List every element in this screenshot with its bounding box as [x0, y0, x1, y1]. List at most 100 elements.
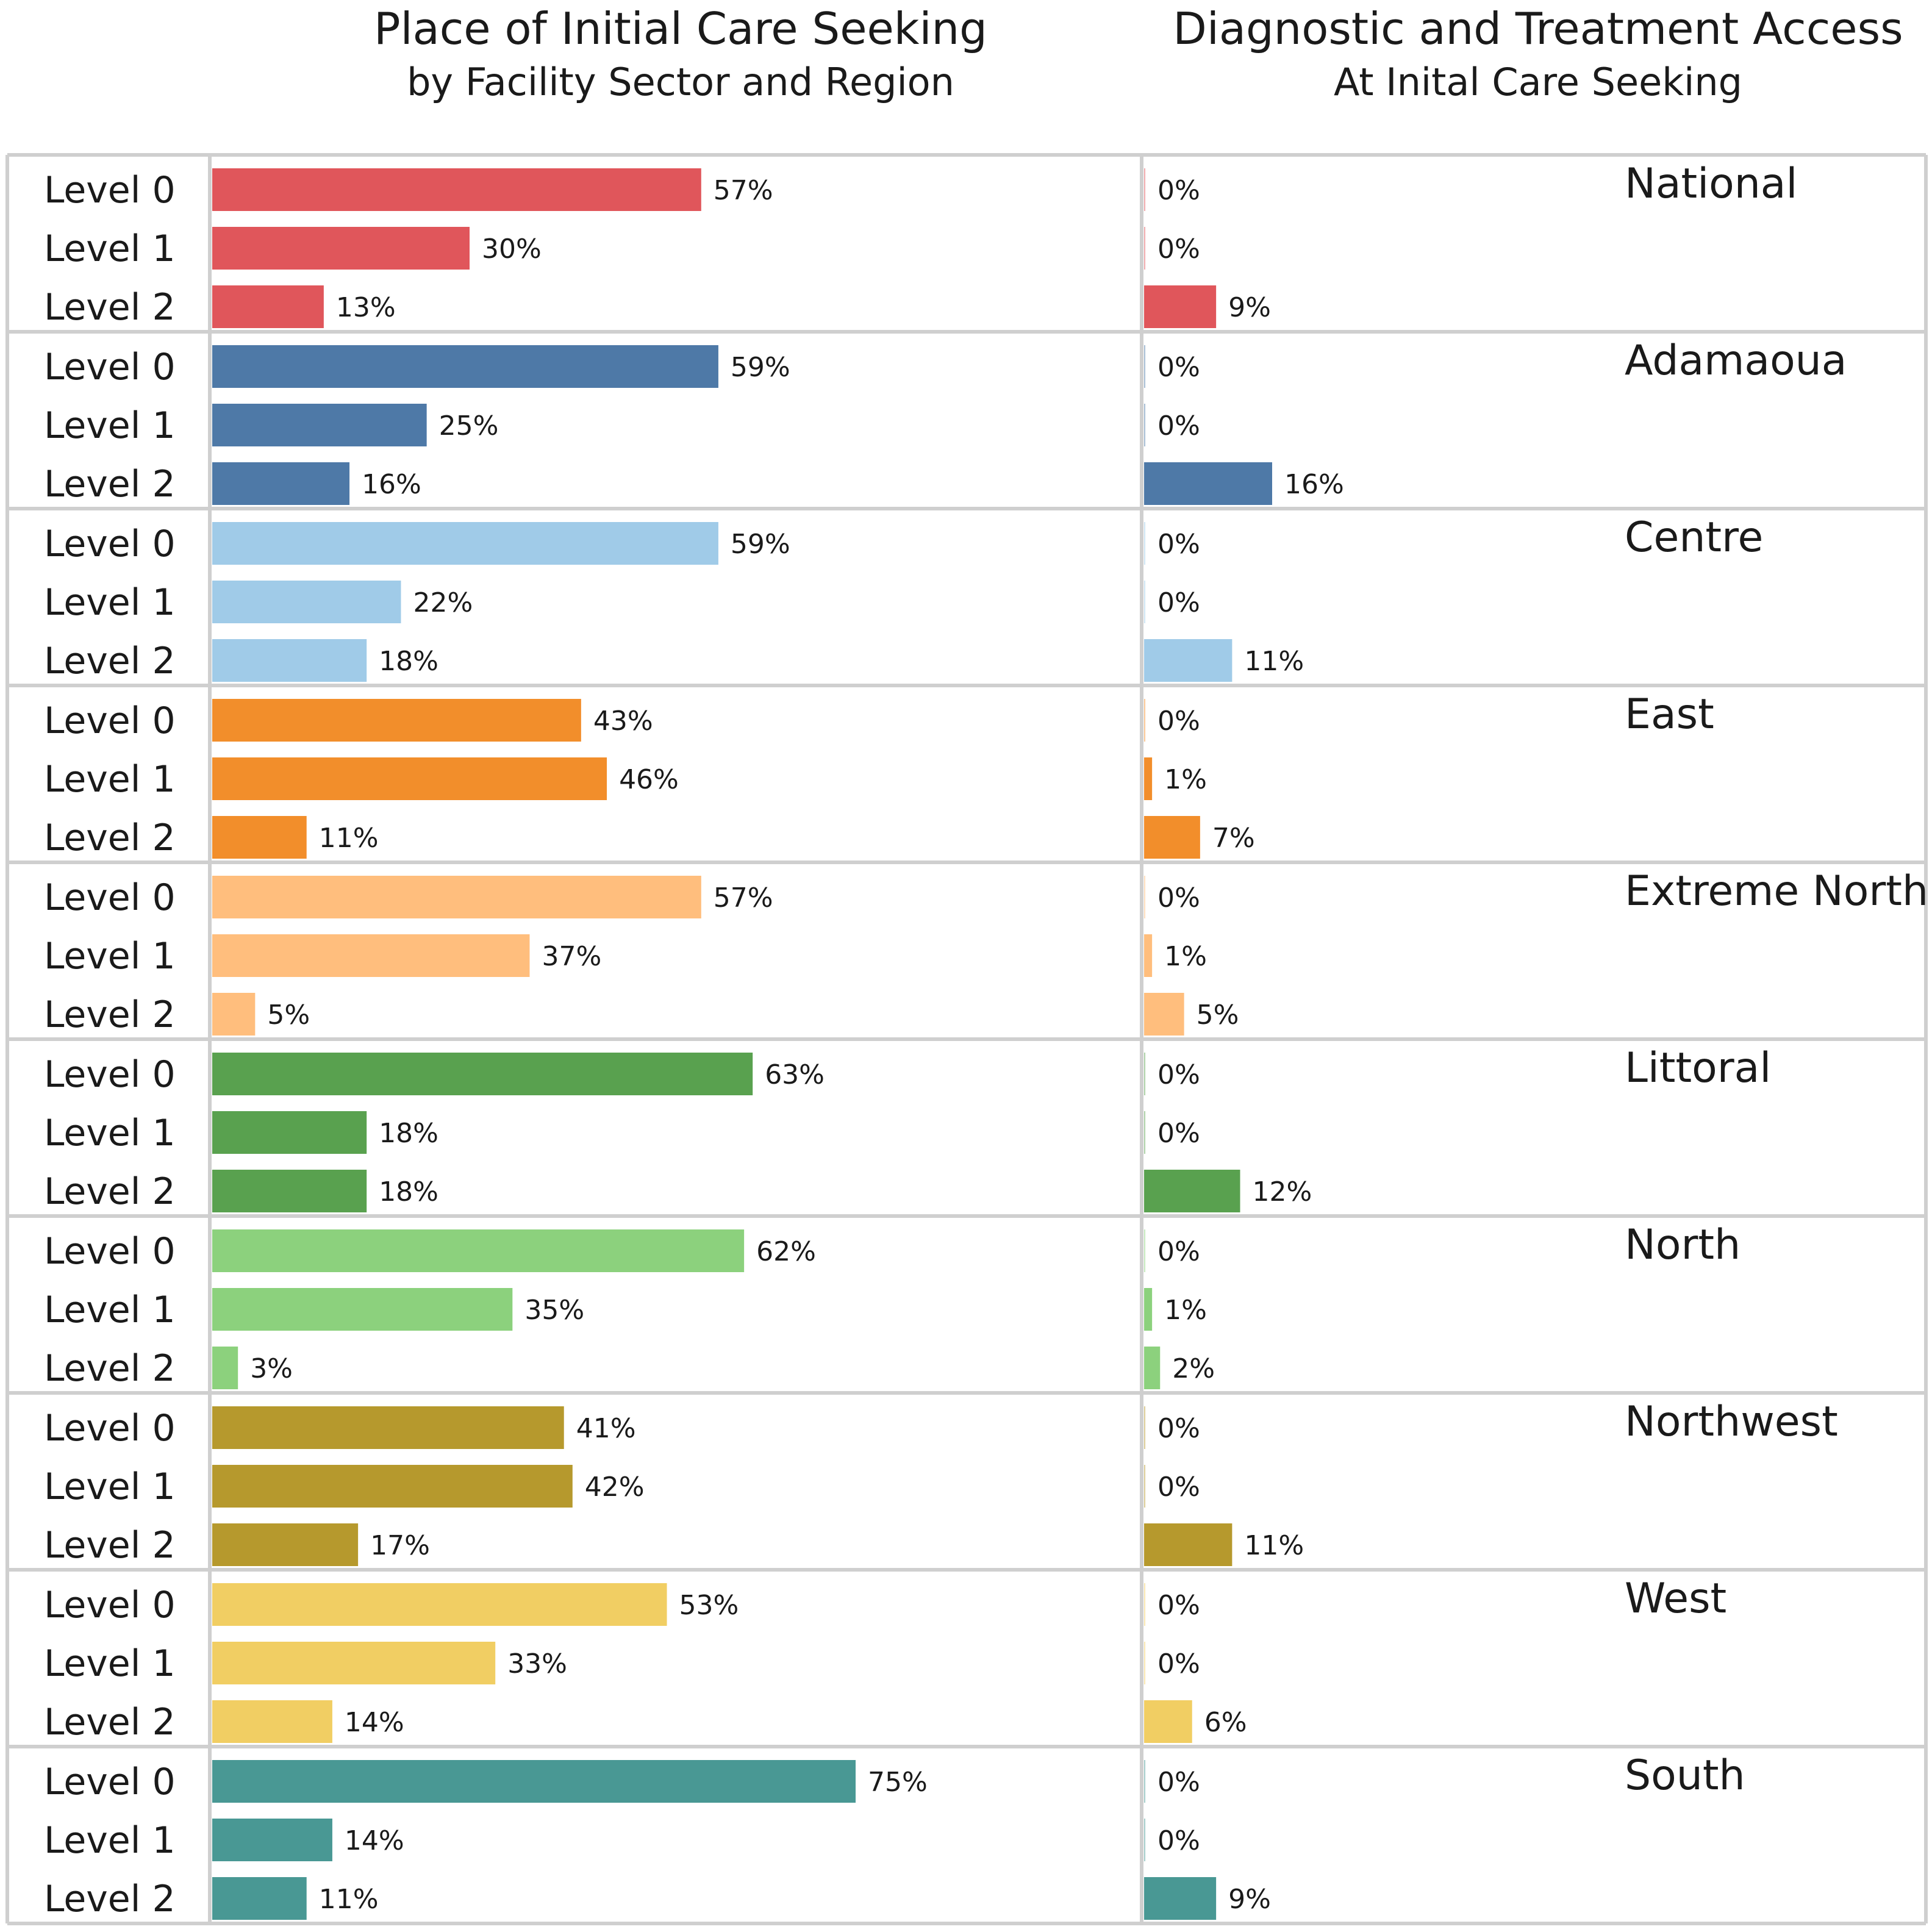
bar-right-northwest-level-0	[1144, 1406, 1145, 1449]
value-label-left: 35%	[524, 1295, 584, 1326]
level-label: Level 0	[44, 699, 176, 742]
bar-left-east-level-1	[212, 757, 607, 800]
right-chart-subtitle: At Inital Care Seeking	[1334, 60, 1742, 104]
bar-right-north-level-2	[1144, 1347, 1161, 1389]
value-label-right: 5%	[1197, 1000, 1239, 1031]
bar-left-west-level-2	[212, 1700, 332, 1743]
bar-right-centre-level-2	[1144, 639, 1233, 682]
bar-left-adamaoua-level-2	[212, 462, 350, 505]
bar-left-extreme-north-level-1	[212, 934, 530, 977]
value-label-right: 1%	[1164, 764, 1207, 795]
value-label-right: 16%	[1284, 469, 1344, 500]
level-label: Level 2	[44, 1524, 176, 1567]
value-label-right: 6%	[1204, 1707, 1247, 1738]
bar-left-adamaoua-level-1	[212, 404, 427, 446]
bar-right-west-level-1	[1144, 1642, 1145, 1684]
value-label-left: 11%	[319, 1884, 379, 1915]
bar-right-east-level-1	[1144, 757, 1153, 800]
value-label-left: 3%	[250, 1353, 293, 1384]
value-label-left: 30%	[482, 234, 542, 265]
value-label-right: 0%	[1157, 1472, 1200, 1503]
left-chart-subtitle: by Facility Sector and Region	[407, 60, 954, 104]
bar-left-littoral-level-0	[212, 1053, 753, 1095]
value-label-left: 37%	[542, 941, 601, 972]
bar-left-west-level-0	[212, 1583, 667, 1626]
bar-left-national-level-2	[212, 285, 324, 328]
bar-right-littoral-level-0	[1144, 1053, 1145, 1095]
bar-right-adamaoua-level-2	[1144, 462, 1272, 505]
bar-right-east-level-0	[1144, 699, 1145, 742]
bar-left-south-level-2	[212, 1877, 307, 1920]
value-label-right: 0%	[1157, 706, 1200, 737]
bar-right-north-level-0	[1144, 1229, 1145, 1272]
bar-right-centre-level-0	[1144, 522, 1145, 565]
value-label-right: 1%	[1164, 1295, 1207, 1326]
bar-right-south-level-2	[1144, 1877, 1217, 1920]
value-label-right: 11%	[1244, 1530, 1304, 1561]
bar-right-extreme-north-level-1	[1144, 934, 1153, 977]
bar-right-extreme-north-level-0	[1144, 876, 1145, 918]
region-label-national: National	[1625, 160, 1797, 208]
bar-left-east-level-0	[212, 699, 581, 742]
value-label-right: 0%	[1157, 234, 1200, 265]
level-label: Level 1	[44, 1642, 176, 1685]
level-label: Level 1	[44, 581, 176, 624]
value-label-right: 0%	[1157, 1413, 1200, 1444]
bar-left-northwest-level-2	[212, 1523, 359, 1566]
bar-right-northwest-level-2	[1144, 1523, 1233, 1566]
region-label-littoral: Littoral	[1625, 1044, 1771, 1092]
value-label-left: 42%	[585, 1472, 645, 1503]
value-label-left: 33%	[507, 1648, 567, 1680]
region-label-northwest: Northwest	[1625, 1398, 1838, 1446]
value-label-left: 16%	[362, 469, 421, 500]
region-label-east: East	[1625, 690, 1714, 739]
level-label: Level 1	[44, 935, 176, 978]
bar-left-east-level-2	[212, 816, 307, 859]
bar-left-littoral-level-2	[212, 1170, 367, 1212]
level-label: Level 2	[44, 1701, 176, 1744]
level-label: Level 0	[44, 1761, 176, 1803]
bar-right-northwest-level-1	[1144, 1465, 1145, 1508]
level-label: Level 0	[44, 346, 176, 388]
value-label-right: 2%	[1172, 1353, 1215, 1384]
bar-left-extreme-north-level-2	[212, 993, 256, 1036]
value-label-left: 57%	[714, 175, 773, 206]
bar-left-centre-level-2	[212, 639, 367, 682]
left-chart-title: Place of Initial Care Seeking	[374, 3, 987, 54]
value-label-left: 63%	[765, 1059, 825, 1090]
value-label-left: 75%	[868, 1767, 928, 1798]
value-label-left: 11%	[319, 823, 379, 854]
value-label-right: 0%	[1157, 587, 1200, 618]
value-label-left: 53%	[679, 1590, 739, 1621]
bar-right-centre-level-1	[1144, 581, 1145, 623]
region-label-centre: Centre	[1625, 513, 1763, 562]
value-label-right: 0%	[1157, 1590, 1200, 1621]
level-label: Level 0	[44, 1584, 176, 1626]
value-label-left: 41%	[576, 1413, 636, 1444]
level-label: Level 0	[44, 1407, 176, 1450]
bar-right-adamaoua-level-1	[1144, 404, 1145, 446]
bar-left-national-level-0	[212, 168, 701, 211]
value-label-right: 7%	[1212, 823, 1255, 854]
value-label-right: 0%	[1157, 529, 1200, 560]
level-label: Level 0	[44, 1230, 176, 1273]
level-label: Level 0	[44, 523, 176, 565]
value-label-right: 0%	[1157, 175, 1200, 206]
bar-left-national-level-1	[212, 227, 470, 270]
bar-left-north-level-2	[212, 1347, 238, 1389]
bar-left-south-level-0	[212, 1760, 856, 1803]
bar-right-west-level-2	[1144, 1700, 1192, 1743]
level-label: Level 0	[44, 169, 176, 212]
value-label-right: 12%	[1253, 1176, 1312, 1208]
bar-left-northwest-level-1	[212, 1465, 573, 1508]
level-label: Level 2	[44, 993, 176, 1036]
value-label-right: 0%	[1157, 410, 1200, 442]
bar-right-extreme-north-level-2	[1144, 993, 1184, 1036]
value-label-left: 18%	[379, 1118, 438, 1149]
value-label-left: 25%	[439, 410, 499, 442]
value-label-left: 22%	[413, 587, 473, 618]
value-label-right: 0%	[1157, 1825, 1200, 1856]
bar-left-west-level-1	[212, 1642, 496, 1684]
